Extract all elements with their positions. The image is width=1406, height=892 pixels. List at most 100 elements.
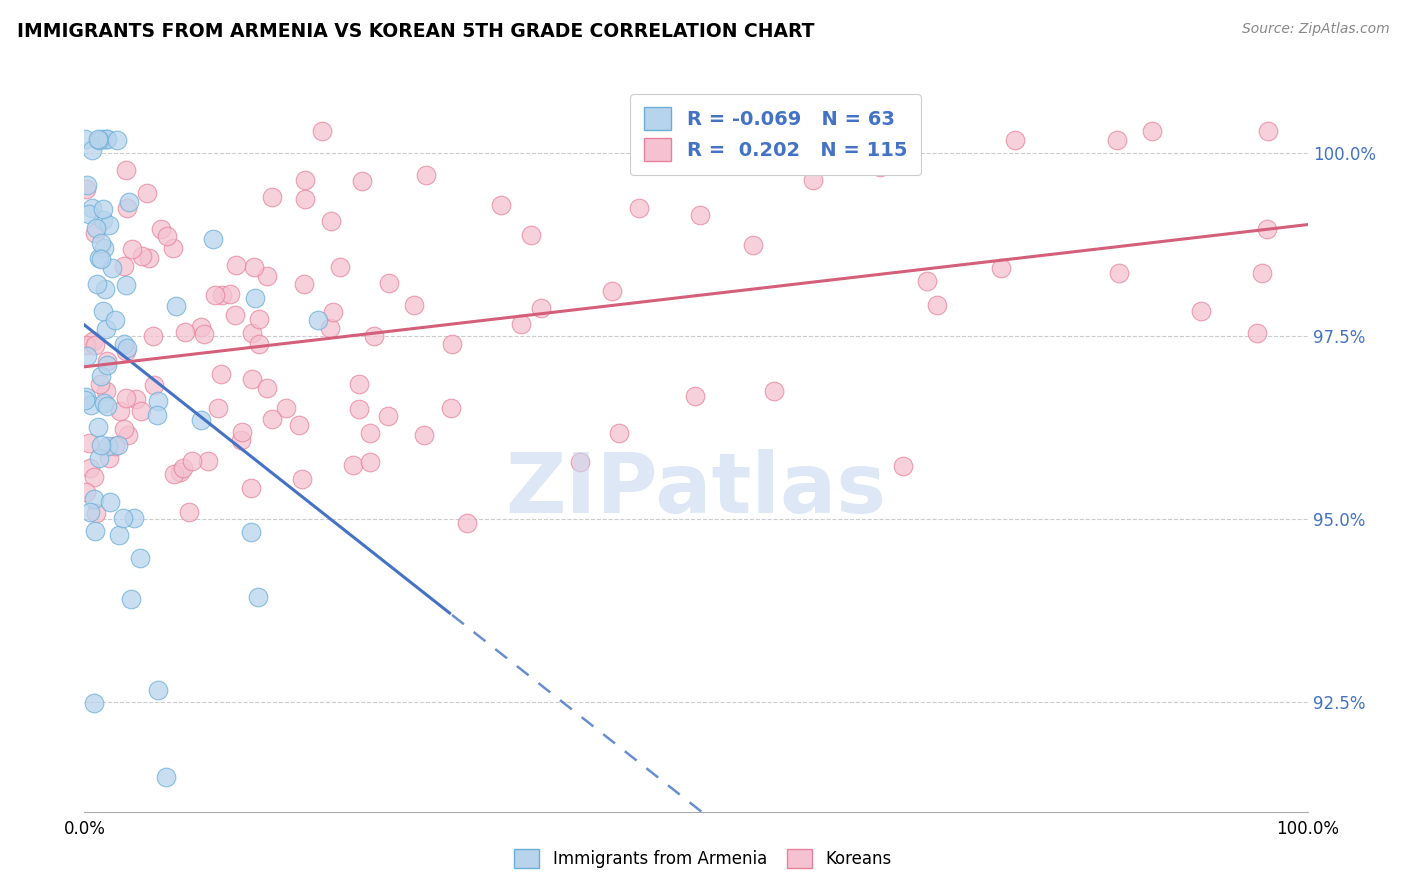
Point (240, 524, 263, 539)
Point (79, 460, 101, 475)
Point (243, 260, 266, 274)
Point (519, 227, 541, 242)
Point (568, 455, 591, 469)
Point (91, 202, 114, 216)
Point (256, 268, 278, 283)
Point (131, 249, 153, 263)
Point (120, 591, 142, 606)
Point (110, 404, 132, 418)
Point (87, 252, 110, 266)
Point (129, 404, 152, 418)
Point (489, 198, 512, 212)
Point (112, 259, 135, 273)
Point (112, 422, 135, 436)
Point (98, 495, 121, 509)
Point (256, 381, 278, 395)
Point (96, 358, 118, 372)
Point (510, 317, 533, 331)
Point (801, 173, 824, 187)
Point (105, 133, 128, 147)
Point (288, 418, 311, 433)
Point (75, 391, 97, 405)
Point (146, 408, 169, 422)
Point (1107, 133, 1129, 147)
Point (219, 287, 242, 301)
Point (292, 277, 315, 291)
Legend: R = -0.069   N = 63, R =  0.202   N = 115: R = -0.069 N = 63, R = 0.202 N = 115 (630, 94, 921, 175)
Point (93, 241, 115, 255)
Point (75, 485, 97, 500)
Point (136, 186, 159, 200)
Point (73, 392, 96, 407)
Point (162, 241, 184, 255)
Point (378, 276, 401, 290)
Point (114, 277, 136, 292)
Point (247, 312, 270, 326)
Point (689, 208, 711, 222)
Point (377, 409, 399, 424)
Point (193, 327, 215, 342)
Point (129, 550, 152, 565)
Point (169, 465, 191, 479)
Point (683, 388, 706, 402)
Point (225, 258, 247, 272)
Point (112, 511, 135, 525)
Point (294, 173, 316, 187)
Point (165, 299, 187, 313)
Point (172, 460, 194, 475)
Point (311, 124, 333, 138)
Point (359, 455, 381, 469)
Point (86, 277, 108, 291)
Point (96, 354, 118, 368)
Point (347, 401, 370, 416)
Point (240, 371, 263, 385)
Point (1140, 124, 1163, 138)
Point (440, 401, 463, 415)
Point (181, 454, 204, 468)
Point (415, 168, 437, 182)
Point (1108, 266, 1130, 280)
Point (891, 459, 914, 474)
Point (96, 132, 118, 146)
Point (90, 252, 112, 267)
Point (155, 770, 177, 784)
Point (115, 201, 138, 215)
Point (91, 132, 114, 146)
Point (83, 470, 105, 484)
Point (94, 282, 117, 296)
Point (93, 396, 115, 410)
Legend: Immigrants from Armenia, Koreans: Immigrants from Armenia, Koreans (508, 843, 898, 875)
Point (104, 439, 127, 453)
Point (349, 377, 371, 392)
Point (94, 322, 117, 336)
Point (322, 305, 344, 319)
Point (115, 391, 138, 405)
Point (149, 222, 172, 236)
Point (80, 398, 103, 412)
Point (76, 349, 98, 363)
Point (108, 528, 131, 542)
Point (97, 219, 120, 233)
Point (1256, 222, 1278, 236)
Point (104, 312, 127, 326)
Point (915, 274, 938, 288)
Point (246, 590, 269, 604)
Point (114, 343, 136, 358)
Point (77, 436, 100, 450)
Point (359, 426, 381, 441)
Point (243, 291, 266, 305)
Point (240, 481, 263, 495)
Text: IMMIGRANTS FROM ARMENIA VS KOREAN 5TH GRADE CORRELATION CHART: IMMIGRANTS FROM ARMENIA VS KOREAN 5TH GR… (17, 22, 814, 41)
Point (307, 312, 329, 326)
Point (207, 401, 229, 415)
Point (83, 492, 105, 507)
Point (177, 505, 200, 519)
Point (143, 378, 166, 392)
Point (122, 511, 145, 525)
Point (1189, 304, 1212, 318)
Point (211, 287, 233, 301)
Point (350, 173, 373, 187)
Point (240, 326, 263, 340)
Point (76, 178, 98, 193)
Point (75, 338, 97, 352)
